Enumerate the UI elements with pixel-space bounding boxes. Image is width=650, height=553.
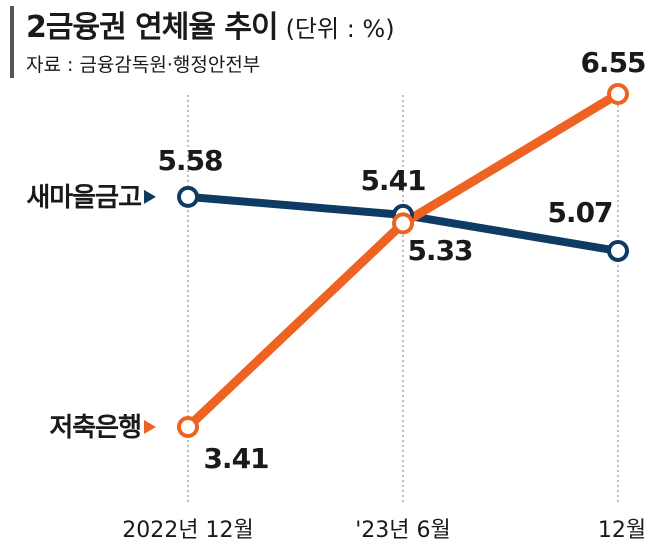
data-label-1-1: 5.33 bbox=[407, 234, 472, 267]
x-tick-label-0: 2022년 12월 bbox=[122, 518, 253, 543]
series-name-label-0: 새마을금고 bbox=[26, 183, 141, 213]
x-tick-label-1: '23년 6월 bbox=[355, 518, 451, 543]
series-name-label-1: 저축은행 bbox=[49, 413, 141, 443]
data-point-1-0 bbox=[177, 416, 199, 438]
data-label-0-1: 5.41 bbox=[360, 164, 425, 197]
data-point-0-2 bbox=[607, 239, 629, 262]
series-name-marker-0 bbox=[144, 189, 156, 204]
series-name-marker-1 bbox=[144, 420, 156, 434]
data-label-1-0: 3.41 bbox=[203, 442, 268, 475]
title-accent-bar bbox=[10, 6, 14, 78]
chart-unit: (단위 : %) bbox=[285, 15, 395, 43]
data-label-0-2: 5.07 bbox=[547, 196, 612, 229]
data-point-1-2 bbox=[607, 83, 629, 105]
chart-title-text: 2금융권 연체율 추이 bbox=[26, 10, 279, 45]
data-label-1-2: 6.55 bbox=[580, 46, 645, 79]
data-label-0-0: 5.58 bbox=[157, 144, 222, 177]
chart-title: 2금융권 연체율 추이 (단위 : %) bbox=[26, 2, 395, 46]
data-point-1-1 bbox=[392, 212, 414, 235]
data-point-0-0 bbox=[177, 185, 199, 208]
x-tick-label-2: 12월 bbox=[598, 518, 646, 543]
chart-source: 자료 : 금융감독원·행정안전부 bbox=[26, 54, 261, 76]
